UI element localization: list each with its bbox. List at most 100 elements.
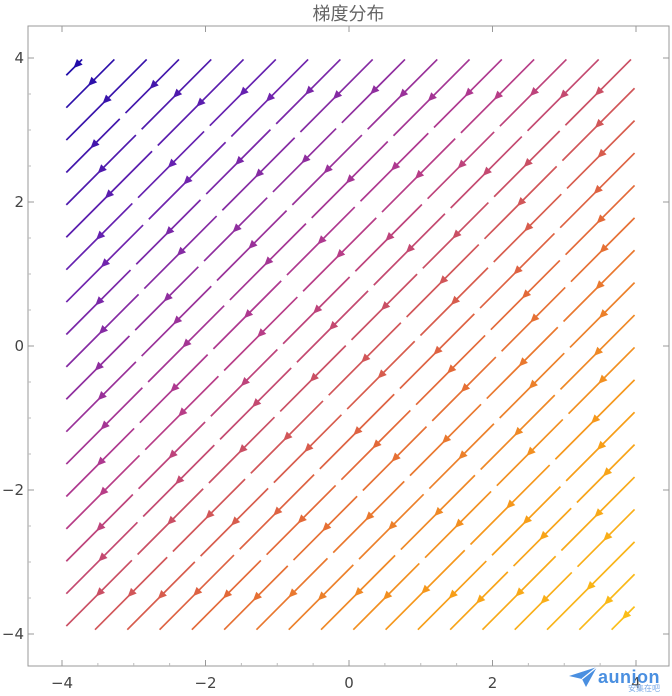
arrowhead xyxy=(149,79,159,89)
arrowhead xyxy=(175,475,185,485)
arrowhead xyxy=(172,88,183,98)
arrowhead xyxy=(90,139,100,149)
arrowhead xyxy=(524,222,534,232)
arrowhead xyxy=(421,584,431,594)
arrowhead xyxy=(383,590,393,600)
arrowhead xyxy=(264,256,274,266)
arrowhead xyxy=(398,88,409,98)
arrowhead xyxy=(516,197,527,207)
arrowhead xyxy=(385,231,395,242)
arrowhead xyxy=(252,398,262,408)
arrowhead xyxy=(450,295,461,306)
arrowhead xyxy=(433,345,443,355)
arrowhead xyxy=(100,258,111,268)
arrowhead xyxy=(441,434,452,444)
arrowhead xyxy=(365,511,375,521)
arrowhead xyxy=(391,452,401,462)
arrowhead xyxy=(95,587,105,597)
arrowhead xyxy=(591,414,601,424)
arrowhead xyxy=(448,589,458,599)
arrowhead xyxy=(540,594,550,604)
arrowhead xyxy=(482,166,492,176)
watermark-text: aunion xyxy=(598,666,660,687)
arrowhead xyxy=(594,86,605,96)
arrowhead xyxy=(460,382,471,393)
arrowhead xyxy=(594,118,605,129)
arrowhead xyxy=(559,89,569,99)
arrowhead xyxy=(317,235,327,245)
arrowhead xyxy=(254,168,265,178)
arrowhead xyxy=(176,246,187,256)
arrowhead xyxy=(370,85,380,95)
x-tick-label: 4 xyxy=(631,674,641,692)
arrowhead xyxy=(167,158,177,168)
arrowhead xyxy=(97,391,107,401)
arrowhead xyxy=(597,148,607,158)
arrowhead xyxy=(172,315,183,325)
arrowhead xyxy=(414,169,425,180)
arrowhead xyxy=(599,243,609,253)
arrowhead xyxy=(596,440,607,450)
arrowhead xyxy=(458,450,468,460)
arrowhead xyxy=(388,520,398,530)
arrowhead xyxy=(604,595,614,605)
streamlines xyxy=(65,58,636,631)
arrowhead xyxy=(434,506,444,517)
arrowhead xyxy=(454,518,464,528)
arrowhead xyxy=(595,280,605,290)
arrowhead xyxy=(328,320,339,331)
arrowhead xyxy=(518,357,528,367)
y-tick-label: 2 xyxy=(14,193,24,211)
arrowhead xyxy=(515,587,525,597)
arrowhead xyxy=(539,530,549,541)
arrowhead xyxy=(104,189,115,199)
arrowhead xyxy=(304,442,314,453)
x-tick-label: 2 xyxy=(488,674,498,692)
arrowhead xyxy=(288,588,298,598)
arrowhead xyxy=(381,301,391,311)
arrowhead xyxy=(599,309,609,319)
arrowhead xyxy=(73,58,83,69)
arrowhead xyxy=(317,591,327,601)
arrowhead xyxy=(240,377,250,387)
arrowhead xyxy=(273,506,283,516)
arrowhead xyxy=(297,514,307,524)
arrowhead xyxy=(522,515,532,525)
arrowhead xyxy=(168,449,178,459)
arrowhead xyxy=(521,289,532,299)
arrowhead xyxy=(248,239,258,250)
arrowhead xyxy=(95,296,105,306)
arrowhead xyxy=(464,87,474,97)
arrowhead xyxy=(332,90,343,100)
arrowhead xyxy=(476,594,486,604)
arrowhead xyxy=(390,161,401,171)
arrowhead xyxy=(593,184,603,195)
arrowhead xyxy=(361,353,371,363)
arrowhead xyxy=(163,292,173,302)
arrowhead xyxy=(96,522,106,532)
arrowhead xyxy=(447,364,457,374)
arrowhead xyxy=(603,531,613,541)
arrowhead xyxy=(345,174,356,184)
y-tick-label: 4 xyxy=(14,49,24,67)
arrowhead xyxy=(457,159,467,169)
arrowhead xyxy=(193,586,203,597)
arrowhead xyxy=(323,164,333,174)
arrowhead xyxy=(205,509,215,519)
arrowhead xyxy=(235,155,245,166)
watermark-subtext: 安集在吧 xyxy=(628,684,660,693)
x-tick-label: −2 xyxy=(194,674,216,692)
arrowhead xyxy=(322,522,332,532)
x-tick-label: 0 xyxy=(344,674,354,692)
arrowhead xyxy=(94,361,104,371)
arrowhead xyxy=(222,589,233,599)
arrowhead xyxy=(265,92,276,102)
arrowhead xyxy=(98,325,109,335)
arrowhead xyxy=(526,446,536,456)
paper-plane-icon xyxy=(569,666,598,687)
arrowhead xyxy=(598,374,608,384)
arrowhead xyxy=(372,439,382,449)
arrowhead xyxy=(602,467,613,477)
x-tick-label: −4 xyxy=(51,674,73,692)
